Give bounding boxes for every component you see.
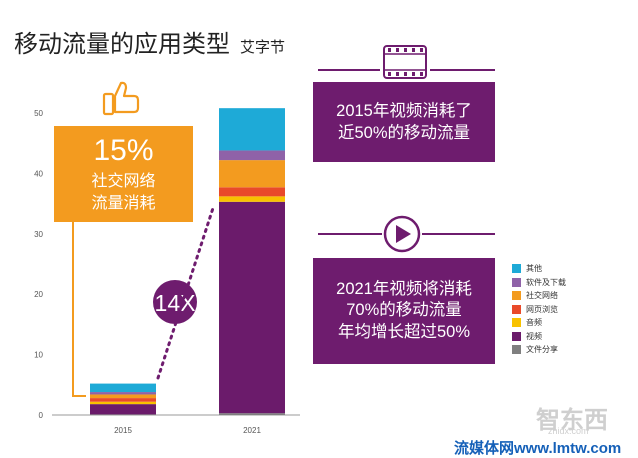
x-tick-label: 2015 [114,426,132,435]
page-title: 移动流量的应用类型 艾字节 [14,24,285,59]
y-tick-label: 30 [34,230,43,239]
bar-segment [219,187,285,197]
film-icon [383,45,427,79]
legend-label: 软件及下载 [526,277,566,287]
watermark-site: 流媒体网www.lmtw.com [454,440,622,457]
watermark-logo: 智东西 [536,407,608,434]
bar-segment [90,401,156,405]
social-line1: 社交网络 [91,173,156,190]
x-axis: 2015 2021 [114,426,261,435]
callout-2015-line2: 近50%的移动流量 [337,124,471,143]
social-callout-text: 15% 社交网络 流量消耗 [54,134,193,214]
legend-label: 视频 [526,331,542,341]
bar-segment [90,383,156,393]
bar-segment [90,394,156,399]
legend-swatch [512,345,521,355]
bar-segment [90,392,156,395]
y-tick-label: 20 [34,290,43,299]
legend-swatch [512,318,521,328]
bar-segment [219,150,285,161]
legend-item: 其他 [512,262,566,276]
growth-badge-label: 14X [155,290,196,316]
legend-label: 网页浏览 [526,304,558,314]
legend-label: 社交网络 [526,291,558,301]
y-tick-label: 40 [34,169,43,178]
bar-segment [90,414,156,415]
bar-segment [219,201,285,414]
legend-label: 文件分享 [526,345,558,355]
bar-series [90,108,285,415]
social-callout-box [54,126,193,222]
legend-swatch [512,331,521,341]
legend-swatch [512,264,521,274]
unit-label: 艾字节 [240,39,286,56]
callout-2021-line1: 2021年视频将消耗 [336,280,472,298]
social-line2: 流量消耗 [91,194,156,212]
y-tick-label: 0 [39,411,44,420]
legend-item: 视频 [512,330,566,344]
watermark-domain: zhidx.com [548,426,589,436]
callout-2021-line2: 70%的移动流量 [346,301,462,320]
legend-label: 其他 [526,264,542,274]
title-text: 移动流量的应用类型 [14,31,230,58]
legend: 其他软件及下载社交网络网页浏览音频视频文件分享 [512,262,566,357]
bar-segment [90,404,156,415]
legend-swatch [512,291,521,301]
callout-2015-line1: 2015年视频消耗了 [336,102,472,120]
legend-swatch [512,304,521,314]
callout-2015-box [313,82,495,162]
play-icon [383,215,421,253]
legend-label: 音频 [526,318,542,328]
x-tick-label: 2021 [243,426,261,435]
bar-segment [219,196,285,202]
legend-swatch [512,277,521,287]
bar-segment [219,160,285,188]
legend-item: 音频 [512,316,566,330]
callout-2021-box [313,258,495,364]
y-tick-label: 10 [34,351,43,360]
growth-dotted-line [156,203,216,380]
thumbs-up-icon [102,81,140,116]
bar-segment [219,108,285,151]
legend-item: 软件及下载 [512,276,566,290]
callout-2021-line3: 年均增长超过50% [337,322,471,341]
connector-line [72,222,86,397]
bar-segment [90,398,156,402]
callout-2021-text: 2021年视频将消耗 70%的移动流量 年均增长超过50% [313,279,495,343]
legend-item: 社交网络 [512,289,566,303]
legend-item: 文件分享 [512,343,566,357]
y-tick-label: 50 [34,109,43,118]
bar-segment [219,413,285,415]
y-axis: 0 10 20 30 40 50 [34,109,43,420]
social-percent: 15% [93,134,154,167]
callout-2015-text: 2015年视频消耗了 近50%的移动流量 [313,100,495,145]
legend-item: 网页浏览 [512,303,566,317]
